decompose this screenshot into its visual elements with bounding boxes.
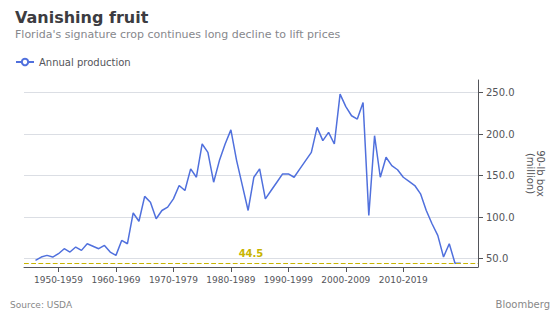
svg-text:Annual production: Annual production [39,57,131,68]
svg-text:150.0: 150.0 [486,170,515,181]
svg-text:250.0: 250.0 [486,87,515,98]
svg-text:1990-1999: 1990-1999 [264,275,313,285]
svg-text:Florida's signature crop conti: Florida's signature crop continues long … [15,28,340,41]
svg-text:90-lb box: 90-lb box [535,150,546,197]
svg-text:(million): (million) [525,153,536,194]
svg-text:1950-1959: 1950-1959 [34,275,83,285]
svg-text:1960-1969: 1960-1969 [91,275,140,285]
svg-text:44.5: 44.5 [239,248,264,259]
svg-text:1970-1979: 1970-1979 [149,275,198,285]
svg-text:50.0: 50.0 [486,253,508,264]
svg-text:Bloomberg: Bloomberg [496,299,550,310]
svg-text:Vanishing fruit: Vanishing fruit [15,8,149,27]
svg-text:100.0: 100.0 [486,212,515,223]
svg-text:Source: USDA: Source: USDA [10,300,73,310]
svg-text:200.0: 200.0 [486,129,515,140]
svg-text:2010-2019: 2010-2019 [379,275,428,285]
svg-text:1980-1989: 1980-1989 [206,275,255,285]
svg-text:2000-2009: 2000-2009 [321,275,370,285]
